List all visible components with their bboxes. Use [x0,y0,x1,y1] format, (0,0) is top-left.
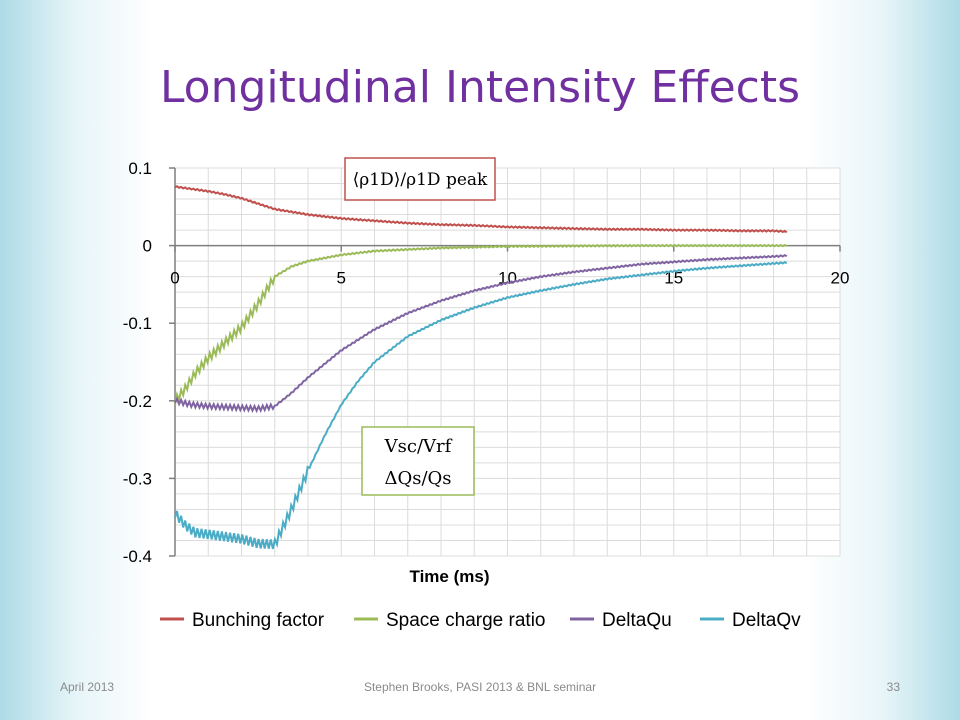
x-tick-label: 5 [337,269,346,288]
footer-author: Stephen Brooks, PASI 2013 & BNL seminar [363,680,597,694]
legend-label: Space charge ratio [386,610,546,631]
legend-label: DeltaQu [602,610,672,631]
x-axis-label: Time (ms) [410,567,490,586]
y-tick-label: -0.4 [123,547,152,566]
y-tick-label: 0.1 [128,159,152,178]
legend-label: Bunching factor [192,610,325,631]
legend-item: Space charge ratio [354,610,546,631]
x-tick-label: 20 [831,269,850,288]
annotation-space-charge: Vsc/Vrf ΔQs/Qs [361,426,475,496]
y-tick-label: -0.1 [123,314,152,333]
x-tick-label: 15 [664,269,683,288]
legend-item: DeltaQu [570,610,672,631]
y-tick-label: 0 [143,237,152,256]
series-line [174,254,788,414]
annotation-bunching: ⟨ρ1D⟩/ρ1D peak [344,157,496,201]
slide-number: 33 [886,680,900,694]
series-line [174,185,788,234]
series-line [174,243,788,405]
legend-item: DeltaQv [700,610,801,631]
annotation-text: ⟨ρ1D⟩/ρ1D peak [353,170,488,190]
series-line [174,261,788,550]
footer-date: April 2013 [60,680,115,694]
x-tick-label: 0 [170,269,179,288]
legend-label: DeltaQv [732,610,801,631]
y-tick-label: -0.3 [123,469,152,488]
y-tick-label: -0.2 [123,392,152,411]
annotation-box [361,426,475,496]
legend-item: Bunching factor [160,610,325,631]
annotation-text: ΔQs/Qs [384,468,451,489]
annotation-box [344,157,496,201]
slide-title: Longitudinal Intensity Effects [159,62,801,113]
annotation-text: Vsc/Vrf [384,436,453,457]
